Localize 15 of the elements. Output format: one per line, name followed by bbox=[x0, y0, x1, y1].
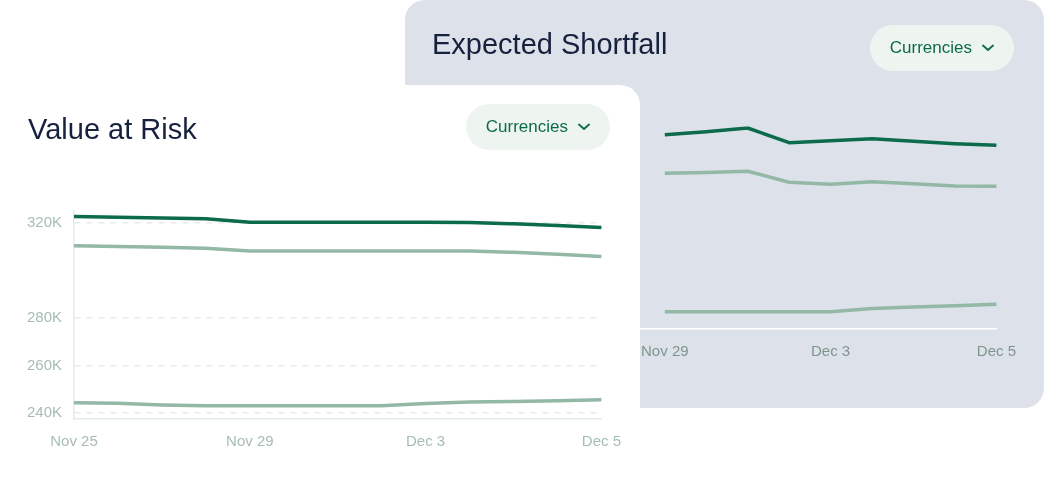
x-tick-label: Nov 25 bbox=[50, 432, 98, 450]
x-tick-label: Dec 3 bbox=[406, 432, 446, 450]
y-tick-label: 260K bbox=[26, 355, 63, 373]
x-tick-label: Dec 5 bbox=[581, 432, 621, 450]
x-tick-label: Dec 5 bbox=[976, 342, 1016, 360]
annotation: Currencies bbox=[485, 117, 568, 137]
chart-title: Value at Risk bbox=[28, 113, 197, 146]
x-tick-label: Nov 29 bbox=[641, 342, 689, 360]
y-tick-label: 320K bbox=[26, 213, 63, 231]
chart-title: Expected Shortfall bbox=[432, 28, 668, 61]
y-tick-label: 280K bbox=[26, 308, 63, 326]
y-tick-label: 240K bbox=[26, 403, 63, 421]
x-tick-label: Dec 3 bbox=[811, 342, 851, 360]
x-tick-label: Nov 29 bbox=[226, 432, 274, 450]
text: Currencies bbox=[889, 38, 972, 58]
